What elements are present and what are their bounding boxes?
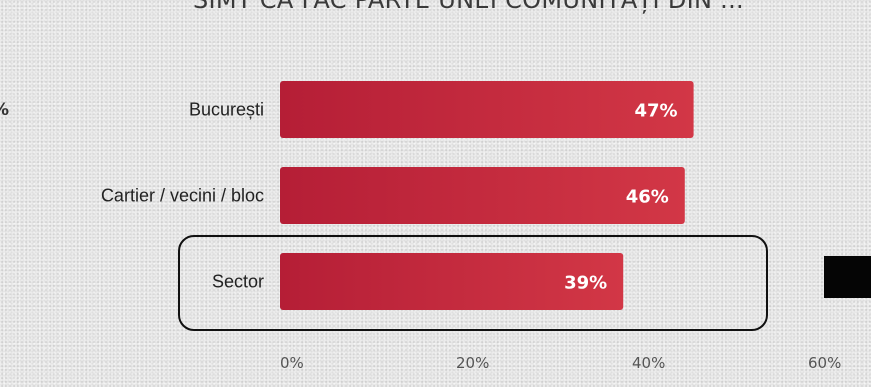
bars-layer: București 47% Cartier / vecini / bloc 46% Se… [101,81,694,310]
cropped-edge-label: % [0,100,9,120]
highlight-box-sector [178,235,768,331]
bar [280,167,685,224]
dark-overlay-block [824,256,871,298]
category-label: Sector [212,272,264,292]
bar-group: București 47% [189,81,694,138]
bar-group: Cartier / vecini / bloc 46% [101,167,685,224]
bar [280,253,624,310]
data-label: 39% [564,273,607,294]
x-axis-ticks: 0% 20% 40% 60% [280,354,841,372]
data-label: 46% [626,187,669,208]
category-label: București [189,100,264,120]
x-tick-label: 60% [808,354,841,372]
bar [280,81,694,138]
data-label: 47% [635,101,678,122]
x-tick-label: 0% [280,354,304,372]
chart-title: SIMT CĂ FAC PARTE UNEI COMUNITĂȚI DIN ..… [193,0,744,14]
x-tick-label: 40% [632,354,665,372]
bar-group: Sector 39% [212,253,624,310]
category-label: Cartier / vecini / bloc [101,186,264,206]
x-tick-label: 20% [456,354,489,372]
